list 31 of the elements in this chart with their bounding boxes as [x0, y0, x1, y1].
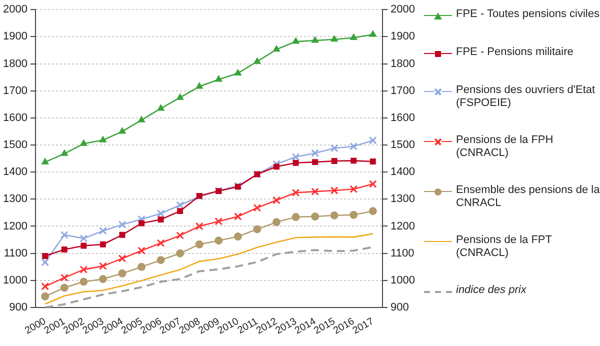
legend-label: FPE - Pensions militaire — [456, 46, 574, 59]
y2-tick-label: 2000 — [390, 4, 416, 16]
y2-tick-label: 1700 — [390, 84, 416, 97]
y-tick-label: 2000 — [2, 4, 28, 16]
y-tick-label: 1600 — [2, 112, 28, 124]
legend-label: Ensemble des pensions de la CNRACL — [456, 184, 600, 210]
y2-tick-label: 900 — [390, 302, 409, 314]
legend-label: FPE - Toutes pensions civiles — [456, 8, 600, 21]
y2-tick-label: 1500 — [390, 139, 416, 152]
y2-tick-label: 1800 — [390, 58, 416, 70]
y-tick-label: 1700 — [2, 84, 28, 97]
y2-tick-label: 1000 — [390, 274, 416, 286]
y-tick-label: 1900 — [2, 30, 28, 43]
y2-tick-label: 1200 — [390, 220, 416, 232]
y-tick-label: 1300 — [2, 193, 28, 206]
y-tick-label: 900 — [9, 302, 28, 314]
y2-tick-label: 1300 — [390, 193, 416, 206]
legend-label: Pensions de la FPT (CNRACL) — [456, 234, 553, 260]
y-tick-label: 1000 — [2, 274, 28, 286]
y2-tick-label: 1400 — [390, 166, 416, 178]
y-tick-label: 1200 — [2, 220, 28, 232]
y2-tick-label: 1100 — [390, 247, 414, 260]
y-tick-label: 1400 — [2, 166, 28, 178]
y2-tick-label: 1900 — [390, 30, 416, 43]
legend-label: Pensions des ouvriers d'Etat (FSPOEIE) — [456, 84, 596, 110]
legend-label: indice des prix — [456, 284, 526, 297]
legend-label: Pensions de la FPH (CNRACL) — [456, 134, 554, 160]
y-tick-label: 1100 — [4, 247, 28, 260]
y2-tick-label: 1600 — [390, 112, 416, 124]
y-tick-label: 1800 — [2, 58, 28, 70]
y-tick-label: 1500 — [2, 139, 28, 152]
